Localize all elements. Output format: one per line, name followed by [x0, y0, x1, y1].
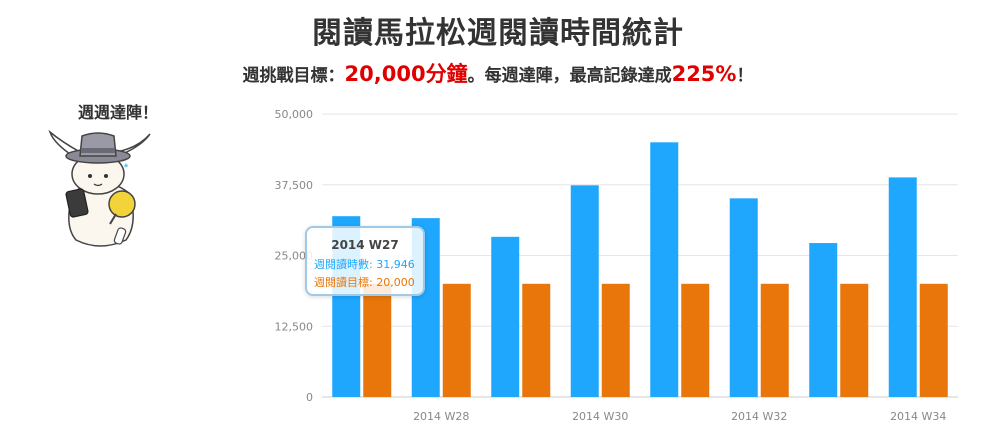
mascot-illustration: [48, 129, 151, 247]
side-label: 週週達陣！: [78, 103, 159, 122]
bar-goal: [442, 283, 471, 397]
y-tick-label: 12,500: [275, 320, 314, 333]
bar-actual: [888, 177, 917, 397]
bar-actual: [650, 142, 679, 397]
x-tick-label: 2014 W32: [731, 410, 787, 423]
subtitle-prefix: 週挑戰目標：: [242, 66, 345, 86]
bar-goal: [363, 283, 392, 397]
bar-goal: [601, 283, 630, 397]
bar-goal: [840, 283, 869, 397]
x-tick-label: 2014 W28: [413, 410, 469, 423]
y-tick-label: 0: [306, 391, 313, 404]
bar-goal: [919, 283, 948, 397]
subtitle-goal: 20,000分鐘: [344, 62, 468, 86]
bar-goal: [760, 283, 789, 397]
tooltip-goal: 週閱讀目標: 20,000: [314, 276, 415, 289]
subtitle-middle: 。每週達陣，最高記錄達成: [467, 66, 672, 86]
chart-tooltip: 2014 W27 週閱讀時數: 31,946 週閱讀目標: 20,000: [305, 226, 425, 296]
bar-actual: [729, 198, 758, 397]
y-tick-label: 37,500: [275, 179, 314, 192]
x-tick-label: 2014 W30: [572, 410, 628, 423]
subtitle-suffix: ！: [736, 66, 754, 86]
bar-actual: [809, 243, 838, 397]
tooltip-title: 2014 W27: [331, 238, 399, 252]
chart-subtitle: 週挑戰目標：20,000分鐘。每週達陣，最高記錄達成225%！: [0, 58, 996, 88]
tooltip-actual: 週閱讀時數: 31,946: [314, 258, 415, 271]
y-tick-label: 25,000: [275, 250, 314, 263]
subtitle-percentage: 225%: [671, 62, 737, 86]
x-tick-label: 2014 W34: [890, 410, 946, 423]
bar-goal: [681, 283, 710, 397]
bar-actual: [570, 185, 599, 397]
y-tick-label: 50,000: [275, 108, 314, 121]
bar-goal: [522, 283, 551, 397]
bar-actual: [491, 236, 520, 397]
chart-title: 閱讀馬拉松週閱讀時間統計: [312, 16, 684, 51]
